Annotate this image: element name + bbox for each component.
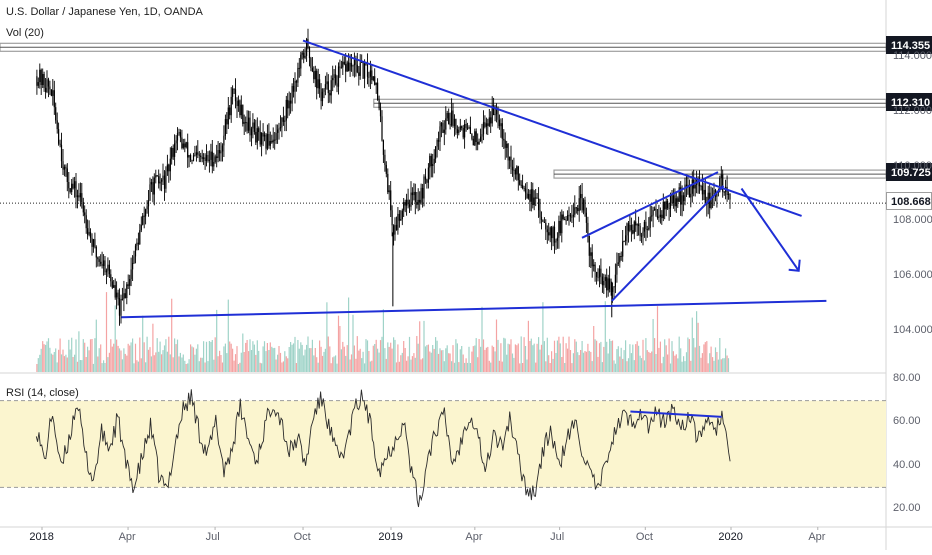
time-tick-label: 2020 (718, 531, 743, 543)
time-tick-label: Apr (465, 531, 483, 543)
price-tick-label: 104.000 (893, 324, 932, 336)
price-tick-label: 114.000 (893, 50, 932, 62)
volume-bars (36, 292, 730, 372)
time-tick-label: 2019 (378, 531, 403, 543)
price-tick-label: 110.000 (893, 159, 932, 172)
price-tick-label: 106.000 (893, 269, 932, 282)
projection-arrow (740, 187, 800, 272)
channel-upper-line (581, 171, 719, 239)
rsi-divergence-line (630, 410, 722, 418)
current-price-tag: 108.668 (886, 192, 932, 210)
rsi-line (35, 389, 731, 508)
price-tick-label: 112.000 (893, 104, 932, 117)
time-tick-label: Apr (118, 531, 136, 543)
descending-trendline (302, 39, 802, 217)
drawing-tools (121, 39, 827, 319)
time-tick-label: Jul (550, 531, 565, 543)
time-tick-label: Oct (293, 531, 311, 543)
price-tick-label: 108.000 (893, 214, 932, 227)
time-tick-label: 2018 (29, 531, 54, 543)
price-tag-109: 109.725 (886, 163, 932, 181)
projection-arrowhead (788, 259, 801, 272)
rsi-indicator (0, 389, 886, 508)
time-tick-label: Jul (205, 531, 220, 543)
rsi-tick-label: 20.00 (893, 502, 921, 514)
rsi-tick-label: 60.00 (893, 415, 921, 428)
time-tick-label: Oct (635, 531, 653, 543)
support-trendline (121, 299, 827, 319)
price-candles (36, 28, 731, 326)
symbol-title[interactable]: U.S. Dollar / Japanese Yen, 1D, OANDA (6, 6, 203, 18)
time-tick-label: Apr (808, 531, 826, 543)
horizontal-levels (0, 42, 887, 204)
price-tag-112: 112.310 (886, 93, 932, 111)
rsi-tick-label: 80.00 (893, 372, 921, 384)
axes (41, 527, 819, 530)
volume-legend[interactable]: Vol (20) (6, 27, 44, 39)
rsi-tick-label: 40.00 (893, 458, 921, 471)
rsi-legend[interactable]: RSI (14, close) (6, 387, 79, 399)
channel-lower-line (611, 185, 725, 302)
